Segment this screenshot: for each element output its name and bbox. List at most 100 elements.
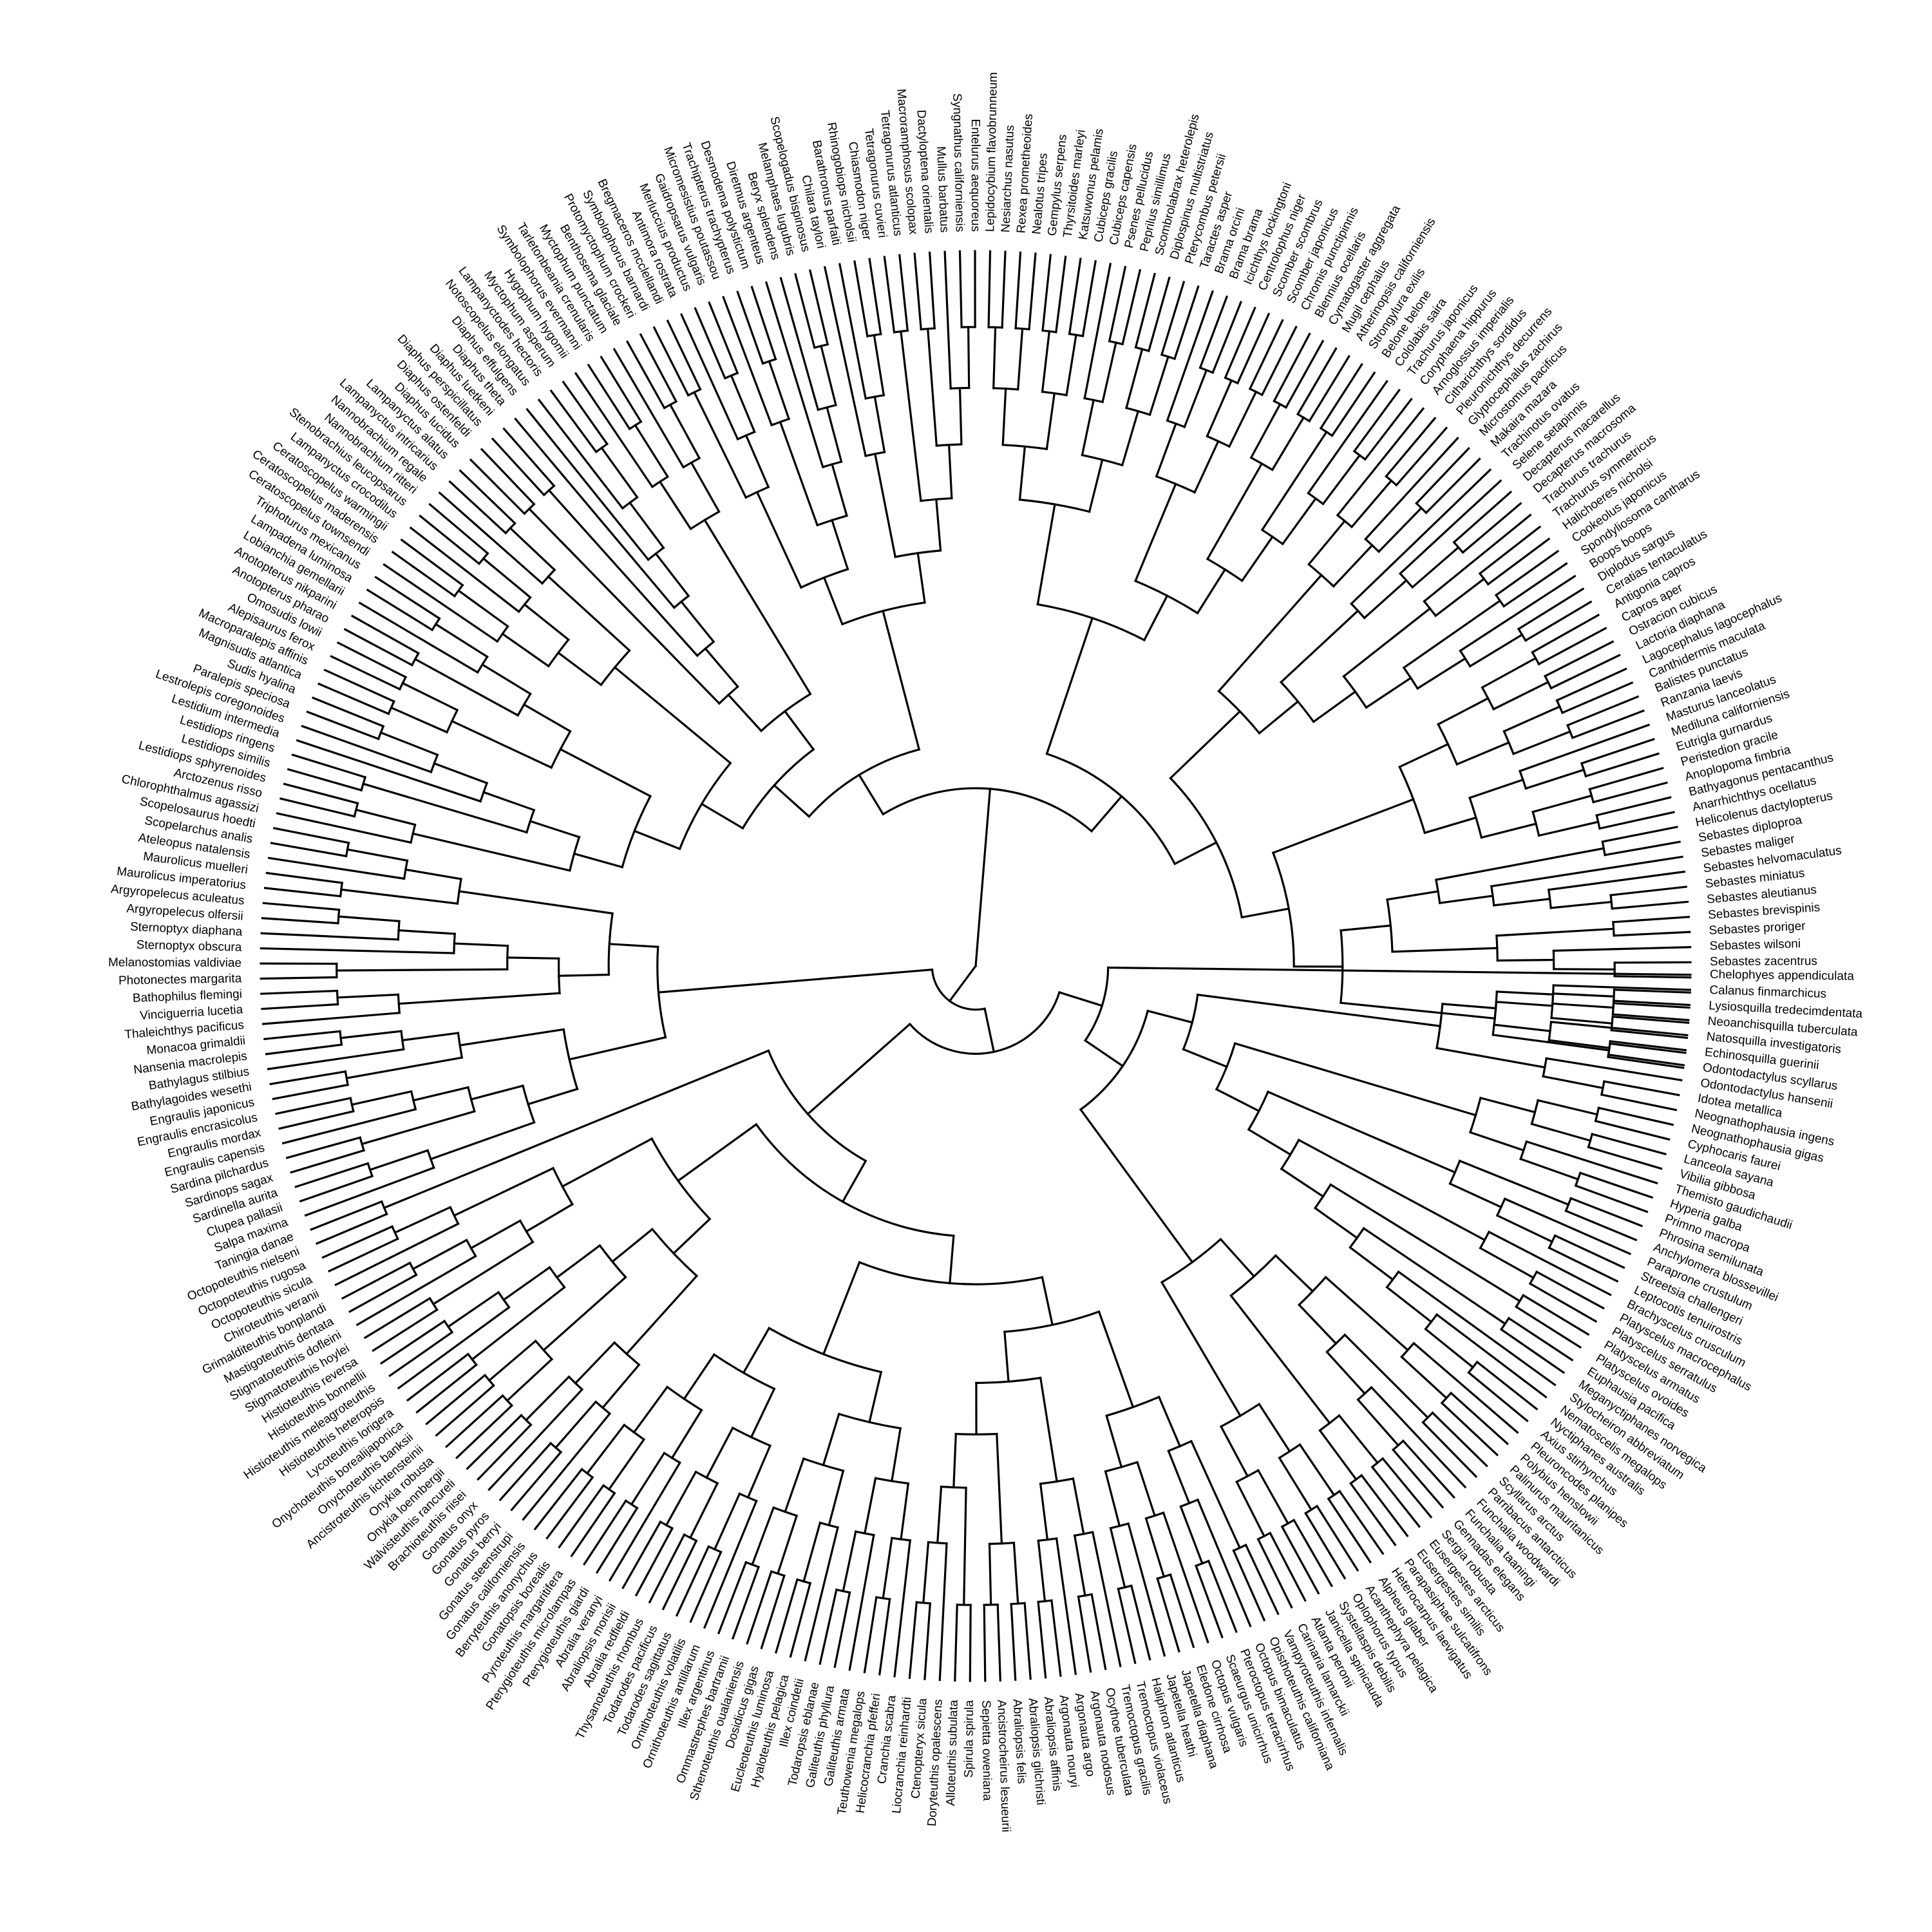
tip-label: Spirula spirula	[962, 1700, 976, 1777]
tip-branch	[1490, 855, 1683, 888]
tip-branch	[819, 1588, 838, 1665]
clade-arc	[1398, 765, 1426, 835]
internal-branch	[1233, 1042, 1477, 1117]
clade-arc	[1495, 1197, 1506, 1217]
tip-branch	[908, 1601, 918, 1680]
internal-branch	[559, 748, 652, 798]
clade-arc	[506, 944, 509, 971]
internal-branch	[974, 788, 992, 967]
internal-branch	[401, 1032, 460, 1042]
tip-branch	[1607, 1056, 1685, 1069]
internal-branch	[1495, 1000, 1554, 1007]
clade-arc	[1600, 1080, 1605, 1096]
internal-branch	[1041, 330, 1051, 393]
internal-branch	[936, 1485, 943, 1544]
tip-branch	[459, 469, 516, 525]
internal-branch	[1391, 947, 1499, 953]
tip-branch	[1600, 1093, 1678, 1112]
internal-branch	[1279, 609, 1359, 684]
clade-arc	[1548, 1021, 1553, 1041]
internal-branch	[768, 359, 791, 421]
tip-branch	[1304, 1511, 1347, 1580]
internal-branch	[568, 1036, 667, 1061]
tip-branch	[1331, 371, 1376, 437]
internal-branch	[1550, 1016, 1613, 1025]
clade-arc	[1036, 603, 1146, 642]
tip-branch	[261, 916, 339, 925]
internal-branch	[459, 1028, 565, 1047]
clade-arc	[336, 989, 339, 1006]
internal-branch	[506, 1358, 554, 1403]
tip-branch	[488, 1388, 584, 1492]
internal-branch	[744, 433, 770, 489]
clade-arc	[430, 617, 441, 632]
tip-branch	[996, 1603, 1001, 1681]
internal-branch	[926, 327, 938, 447]
tip-branch	[1284, 339, 1325, 409]
tip-branch	[1010, 1603, 1017, 1681]
tip-branch	[595, 1506, 639, 1574]
tip-label: Sepietta oweniana	[979, 1700, 994, 1801]
tip-branch	[1613, 999, 1690, 1007]
tip-branch	[923, 1602, 932, 1680]
clade-arc	[453, 933, 456, 954]
tip-branch	[1198, 295, 1229, 370]
tip-branch	[290, 1149, 365, 1174]
clade-arc	[1037, 1599, 1053, 1604]
internal-branch	[547, 489, 699, 658]
tip-branch	[1364, 437, 1459, 541]
tip-branch	[1611, 1015, 1690, 1024]
internal-branch	[1206, 379, 1233, 438]
tip-branch	[445, 1394, 504, 1448]
tip-branch	[1224, 307, 1256, 379]
tip-label: Lepidocybium flavobrunneum	[983, 72, 1000, 232]
tip-branch	[1083, 263, 1112, 400]
clade-arc	[712, 1353, 776, 1390]
internal-branch	[705, 1426, 734, 1479]
tip-branch	[1055, 1537, 1077, 1675]
clade-arc	[920, 327, 936, 331]
internal-branch	[1148, 355, 1170, 417]
clade-arc	[1279, 681, 1315, 724]
tip-branch	[1452, 490, 1513, 544]
tip-branch	[1552, 984, 1692, 991]
internal-branch	[393, 1206, 452, 1235]
tip-branch	[1597, 1106, 1674, 1126]
tip-branch	[265, 871, 343, 884]
clade-arc	[672, 594, 690, 609]
tip-branch	[639, 333, 678, 403]
tip-branch	[358, 601, 479, 674]
internal-branch	[1458, 1159, 1570, 1206]
clade-arc	[1499, 1316, 1511, 1331]
tip-branch	[438, 491, 544, 585]
tip-branch	[1195, 1564, 1224, 1638]
clade-arc	[802, 1457, 845, 1472]
tip-branch	[522, 1412, 612, 1521]
clade-arc	[1307, 563, 1336, 588]
internal-branch	[1274, 1254, 1314, 1293]
tip-branch	[419, 515, 481, 565]
internal-branch	[828, 1469, 845, 1527]
clade-arc	[1249, 456, 1274, 471]
tip-branch	[1370, 1386, 1467, 1489]
internal-branch	[558, 973, 610, 977]
clade-arc	[339, 1030, 343, 1046]
internal-branch	[1492, 681, 1550, 711]
clade-arc	[759, 692, 812, 733]
internal-branch	[634, 424, 670, 478]
internal-branch	[873, 453, 897, 558]
tip-branch	[943, 251, 952, 390]
tip-branch	[913, 252, 922, 331]
internal-branch	[336, 968, 509, 972]
internal-branch	[1495, 1214, 1554, 1244]
internal-branch	[1416, 657, 1467, 690]
clade-arc	[808, 748, 921, 819]
internal-branch	[469, 1219, 522, 1250]
tip-label: Sebastes zacentrus	[1710, 954, 1817, 969]
tip-branch	[261, 1012, 401, 1025]
tip-branch	[1592, 781, 1668, 804]
internal-branch	[1332, 544, 1374, 588]
clade-arc	[1037, 1537, 1058, 1542]
tip-branch	[1169, 1573, 1195, 1649]
